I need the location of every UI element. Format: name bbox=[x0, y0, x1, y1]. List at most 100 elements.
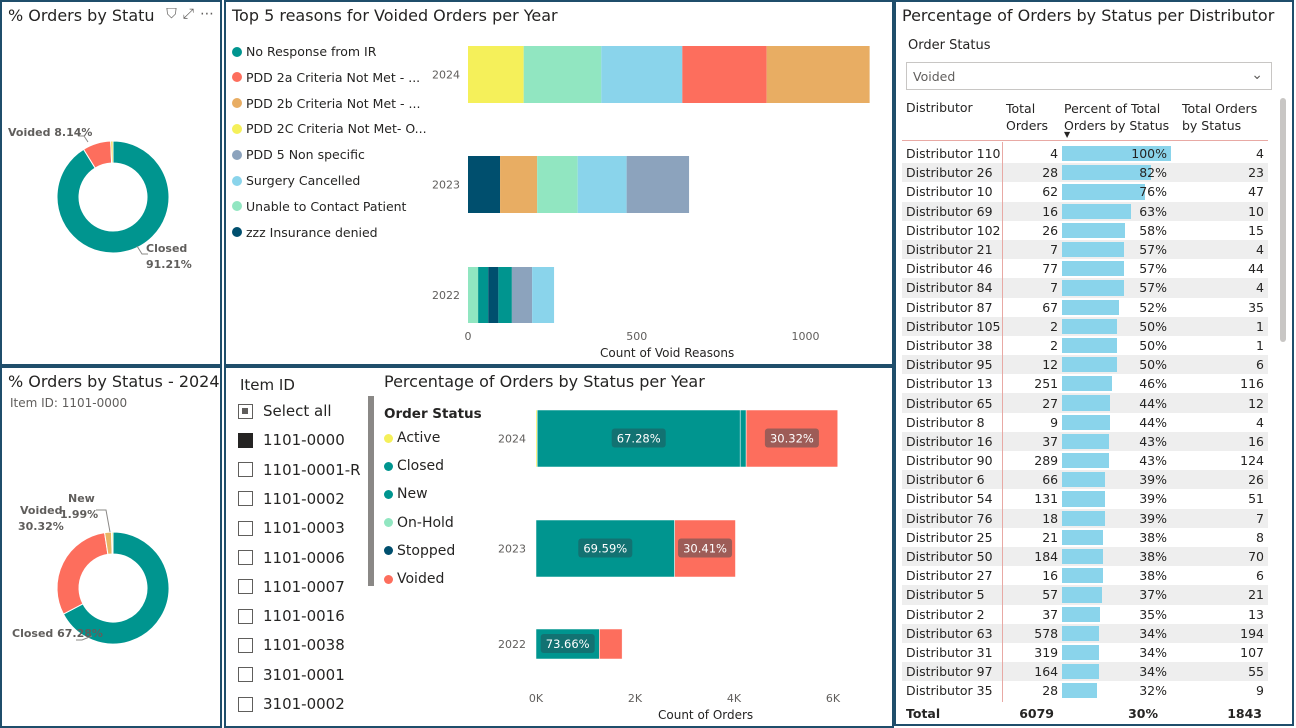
table-row[interactable]: Distributor 6 66 39% 26 bbox=[902, 470, 1268, 490]
table-row[interactable]: Distributor 26 28 82% 23 bbox=[902, 163, 1268, 183]
void-bar-segment[interactable] bbox=[468, 46, 524, 103]
void-bar-segment[interactable] bbox=[532, 267, 555, 323]
checkbox[interactable] bbox=[238, 667, 253, 683]
checkbox[interactable] bbox=[238, 462, 253, 478]
checkbox[interactable] bbox=[238, 550, 253, 565]
col-header-distributor[interactable]: Distributor bbox=[906, 100, 973, 115]
void-bar-segment[interactable] bbox=[478, 267, 489, 323]
void-bar-segment[interactable] bbox=[523, 46, 602, 103]
legend-item[interactable]: zzz Insurance denied bbox=[232, 225, 378, 240]
table-row[interactable]: Distributor 84 7 57% 4 bbox=[902, 278, 1268, 298]
col-header-percent[interactable]: Percent of Total Orders by Status bbox=[1064, 101, 1170, 133]
slicer-item[interactable]: 1101-0000 bbox=[238, 431, 345, 449]
table-row[interactable]: Distributor 2 37 35% 13 bbox=[902, 605, 1268, 624]
table-row[interactable]: Distributor 8 9 44% 4 bbox=[902, 413, 1268, 432]
checkbox[interactable] bbox=[238, 403, 253, 419]
more-options-icon[interactable]: ⋯ bbox=[200, 6, 214, 22]
legend-item[interactable]: Closed bbox=[384, 458, 444, 474]
legend-item[interactable]: No Response from IR bbox=[232, 44, 376, 59]
status-bar-segment[interactable] bbox=[745, 409, 838, 468]
void-bar-segment[interactable] bbox=[468, 267, 479, 323]
legend-item[interactable]: Unable to Contact Patient bbox=[232, 199, 406, 214]
col-header-by-status[interactable]: Total Orders by Status bbox=[1182, 101, 1258, 133]
table-row[interactable]: Distributor 102 26 58% 15 bbox=[902, 221, 1268, 240]
void-bar-segment[interactable] bbox=[577, 156, 627, 213]
donut-slice-active[interactable] bbox=[111, 531, 114, 555]
col-header-total-orders[interactable]: Total Orders bbox=[1006, 101, 1049, 133]
status-bar-segment[interactable] bbox=[739, 409, 747, 468]
slicer-item[interactable]: 1101-0006 bbox=[238, 549, 345, 567]
table-row[interactable]: Distributor 54 131 39% 51 bbox=[902, 489, 1268, 508]
status-bar-segment[interactable] bbox=[536, 409, 741, 468]
focus-mode-icon[interactable]: ⤢ bbox=[182, 6, 194, 22]
table-row[interactable]: Distributor 10 62 76% 47 bbox=[902, 182, 1268, 201]
legend-item[interactable]: PDD 2a Criteria Not Met - ... bbox=[232, 70, 420, 85]
table-row[interactable]: Distributor 90 289 43% 124 bbox=[902, 451, 1268, 470]
void-bar-segment[interactable] bbox=[626, 156, 690, 213]
slicer-item[interactable]: 1101-0001-R bbox=[238, 461, 361, 479]
table-row[interactable]: Distributor 21 7 57% 4 bbox=[902, 239, 1268, 260]
table-row[interactable]: Distributor 110 4 100% 4 bbox=[902, 144, 1268, 163]
table-row[interactable]: Distributor 35 28 32% 9 bbox=[902, 681, 1268, 700]
donut-slice-voided[interactable] bbox=[56, 532, 109, 615]
donut-chart-top[interactable] bbox=[2, 32, 220, 362]
table-row[interactable]: Distributor 38 2 50% 1 bbox=[902, 336, 1268, 355]
void-reasons-chart[interactable]: 2024 2023 2022 0 500 1000 bbox=[426, 24, 876, 364]
legend-item[interactable]: PDD 5 Non specific bbox=[232, 147, 365, 162]
status-year-chart[interactable]: 67.28% 30.32% 2024 69.59% 30.41% 2023 73.66% 20… bbox=[494, 390, 894, 728]
status-bar-segment[interactable] bbox=[535, 519, 675, 578]
donut-slice-closed[interactable] bbox=[62, 531, 170, 645]
void-bar-segment[interactable] bbox=[601, 46, 683, 103]
slicer-item[interactable]: 1101-0002 bbox=[238, 490, 345, 508]
table-row[interactable]: Distributor 13 251 46% 116 bbox=[902, 374, 1268, 393]
void-bar-segment[interactable] bbox=[488, 267, 499, 323]
checkbox[interactable] bbox=[238, 579, 253, 595]
checkbox[interactable] bbox=[238, 491, 253, 507]
void-bar-segment[interactable] bbox=[498, 267, 512, 323]
table-row[interactable]: Distributor 105 2 50% 1 bbox=[902, 316, 1268, 336]
donut-slice-other[interactable] bbox=[110, 140, 114, 164]
table-row[interactable]: Distributor 87 67 52% 35 bbox=[902, 298, 1268, 317]
slicer-item[interactable]: Select all bbox=[238, 402, 332, 420]
legend-item[interactable]: Stopped bbox=[384, 543, 455, 559]
void-bar-segment[interactable] bbox=[537, 156, 578, 213]
table-row[interactable]: Distributor 46 77 57% 44 bbox=[902, 259, 1268, 278]
status-bar-segment[interactable] bbox=[535, 628, 600, 660]
slicer-item[interactable]: 1101-0007 bbox=[238, 578, 345, 596]
table-row[interactable]: Distributor 76 18 39% 7 bbox=[902, 508, 1268, 528]
legend-item[interactable]: Voided bbox=[384, 571, 444, 587]
void-bar-segment[interactable] bbox=[500, 156, 538, 213]
legend-item[interactable]: PDD 2b Criteria Not Met - ... bbox=[232, 96, 420, 111]
vertical-scrollbar[interactable] bbox=[1280, 98, 1286, 342]
table-row[interactable]: Distributor 25 21 38% 8 bbox=[902, 528, 1268, 547]
table-row[interactable]: Distributor 65 27 44% 12 bbox=[902, 393, 1268, 413]
checkbox[interactable] bbox=[238, 637, 253, 653]
table-row[interactable]: Distributor 69 16 63% 10 bbox=[902, 201, 1268, 221]
table-row[interactable]: Distributor 97 164 34% 55 bbox=[902, 662, 1268, 682]
slicer-item[interactable]: 1101-0038 bbox=[238, 636, 345, 654]
status-bar-segment[interactable] bbox=[599, 628, 623, 660]
legend-item[interactable]: New bbox=[384, 486, 428, 502]
table-row[interactable]: Distributor 5 57 37% 21 bbox=[902, 585, 1268, 605]
legend-item[interactable]: Surgery Cancelled bbox=[232, 173, 360, 188]
table-row[interactable]: Distributor 31 319 34% 107 bbox=[902, 643, 1268, 662]
table-row[interactable]: Distributor 27 16 38% 6 bbox=[902, 566, 1268, 585]
slicer-item[interactable]: 1101-0003 bbox=[238, 519, 345, 537]
table-row[interactable]: Distributor 50 184 38% 70 bbox=[902, 546, 1268, 567]
void-bar-segment[interactable] bbox=[766, 46, 870, 103]
void-bar-segment[interactable] bbox=[511, 267, 533, 323]
slicer-scrollbar[interactable] bbox=[368, 396, 374, 586]
checkbox[interactable] bbox=[238, 520, 253, 536]
donut-chart-2024[interactable] bbox=[2, 418, 220, 718]
legend-item[interactable]: PDD 2C Criteria Not Met- O... bbox=[232, 121, 427, 136]
void-bar-segment[interactable] bbox=[468, 156, 501, 213]
table-row[interactable]: Distributor 16 37 43% 16 bbox=[902, 431, 1268, 451]
slicer-item[interactable]: 3101-0001 bbox=[238, 666, 345, 684]
legend-item[interactable]: Active bbox=[384, 430, 440, 446]
void-bar-segment[interactable] bbox=[682, 46, 767, 103]
table-row[interactable]: Distributor 63 578 34% 194 bbox=[902, 623, 1268, 643]
table-row[interactable]: Distributor 95 12 50% 6 bbox=[902, 355, 1268, 375]
filter-icon[interactable]: ⛉ bbox=[166, 6, 177, 22]
order-status-dropdown[interactable]: Voided ⌄ bbox=[906, 62, 1272, 90]
donut-slice-closed[interactable] bbox=[56, 140, 170, 254]
